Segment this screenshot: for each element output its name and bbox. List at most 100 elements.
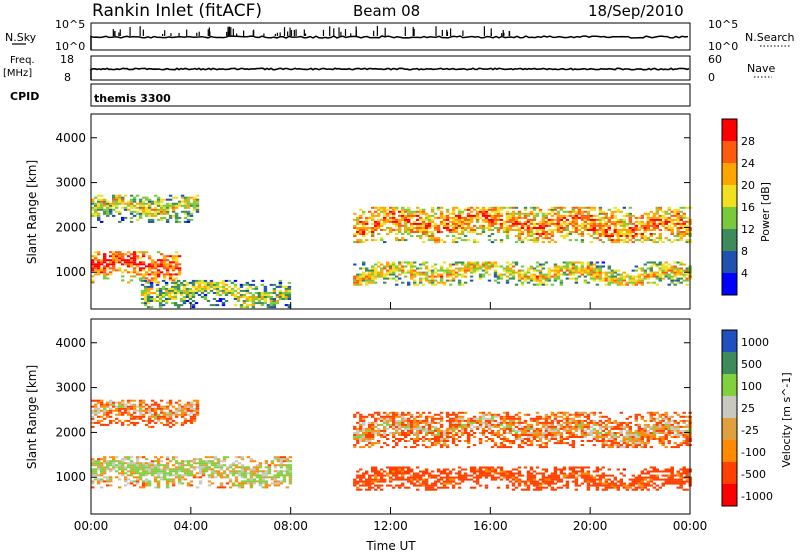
heatmap-cell	[263, 300, 268, 302]
heatmap-cell	[186, 470, 191, 473]
heatmap-cell	[177, 482, 182, 485]
heatmap-cell	[389, 273, 393, 276]
heatmap-cell	[109, 460, 113, 463]
heatmap-cell	[457, 273, 462, 276]
heatmap-cell	[236, 298, 241, 300]
heatmap-cell	[502, 440, 507, 442]
heatmap-cell	[138, 413, 143, 416]
heatmap-cell	[667, 216, 671, 219]
heatmap-cell	[141, 486, 146, 489]
heatmap-cell	[419, 425, 423, 428]
heatmap-cell	[201, 474, 206, 477]
heatmap-cell	[147, 218, 152, 221]
heatmap-cell	[186, 405, 191, 408]
heatmap-cell	[568, 417, 573, 420]
heatmap-cell	[460, 415, 465, 418]
heatmap-cell	[517, 275, 522, 278]
heatmap-cell	[170, 289, 175, 292]
heatmap-cell	[667, 283, 671, 286]
heatmap-cell	[511, 415, 516, 418]
heatmap-cell	[613, 216, 617, 219]
heatmap-cell	[404, 227, 408, 229]
heatmap-cell	[505, 413, 510, 416]
heatmap-cell	[141, 212, 146, 215]
heatmap-cell	[457, 425, 462, 428]
heatmap-cell	[433, 436, 438, 438]
heatmap-cell	[392, 421, 396, 424]
heatmap-cell	[398, 220, 402, 223]
heatmap-cell	[631, 269, 635, 272]
heatmap-cell	[141, 415, 146, 418]
heatmap-cell	[380, 229, 384, 231]
heatmap-cell	[383, 208, 387, 211]
heatmap-cell	[442, 227, 447, 229]
heatmap-cell	[353, 281, 357, 284]
heatmap-cell	[463, 281, 468, 284]
heatmap-cell	[451, 411, 456, 414]
heatmap-cell	[115, 470, 119, 473]
heatmap-cell	[454, 222, 459, 225]
heatmap-cell	[242, 289, 247, 292]
heatmap-cell	[91, 265, 95, 268]
heatmap-cell	[658, 214, 662, 217]
heatmap-cell	[377, 233, 381, 235]
heatmap-cell	[523, 429, 528, 432]
heatmap-cell	[132, 251, 137, 254]
heatmap-cell	[126, 263, 131, 266]
heatmap-cell	[243, 466, 248, 469]
heatmap-cell	[571, 263, 576, 266]
heatmap-cell	[619, 210, 623, 213]
heatmap-cell	[664, 229, 668, 231]
heatmap-cell	[407, 417, 411, 420]
heatmap-cell	[565, 429, 570, 432]
heatmap-cell	[132, 214, 137, 217]
heatmap-cell	[508, 415, 513, 418]
heatmap-cell	[634, 269, 638, 272]
heatmap-cell	[249, 480, 254, 483]
heatmap-cell	[410, 216, 414, 219]
heatmap-cell	[115, 198, 119, 201]
heatmap-cell	[392, 271, 396, 274]
heatmap-cell	[607, 446, 611, 449]
y-tick-label: 4000	[55, 131, 86, 145]
heatmap-cell	[237, 470, 242, 473]
heatmap-cell	[427, 415, 432, 418]
heatmap-cell	[246, 482, 251, 485]
heatmap-cell	[466, 231, 471, 233]
heatmap-cell	[496, 265, 501, 268]
heatmap-cell	[258, 478, 263, 481]
heatmap-cell	[424, 218, 429, 221]
heatmap-cell	[472, 415, 477, 418]
heatmap-cell	[487, 419, 492, 422]
heatmap-cell	[499, 434, 504, 436]
heatmap-cell	[571, 261, 576, 264]
heatmap-cell	[150, 462, 155, 465]
heatmap-cell	[538, 436, 543, 438]
heatmap-cell	[159, 417, 164, 420]
heatmap-cell	[445, 436, 450, 438]
heatmap-cell	[463, 208, 468, 211]
heatmap-cell	[556, 415, 561, 418]
heatmap-cell	[460, 411, 465, 414]
heatmap-cell	[469, 423, 474, 426]
heatmap-cell	[487, 267, 492, 270]
heatmap-cell	[285, 474, 290, 477]
heatmap-cell	[451, 277, 456, 280]
heatmap-cell	[634, 235, 638, 237]
heatmap-cell	[523, 427, 528, 430]
heatmap-cell	[413, 227, 417, 229]
heatmap-cell	[401, 224, 405, 227]
heatmap-cell	[161, 285, 166, 288]
heatmap-cell	[273, 474, 278, 477]
heatmap-cell	[353, 218, 357, 221]
heatmap-cell	[162, 411, 167, 414]
heatmap-cell	[118, 259, 122, 262]
heatmap-cell	[625, 444, 629, 447]
heatmap-cell	[401, 237, 405, 240]
heatmap-cell	[413, 210, 417, 213]
heatmap-cell	[643, 442, 647, 445]
heatmap-cell	[206, 300, 211, 302]
heatmap-cell	[135, 206, 140, 209]
heatmap-cell	[586, 421, 591, 424]
heatmap-cell	[285, 458, 290, 461]
